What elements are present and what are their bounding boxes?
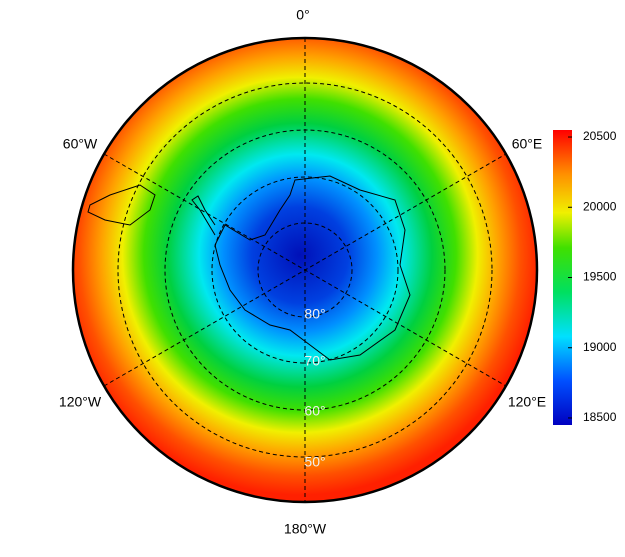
colorbar-tick-label: 19500 [583, 270, 617, 284]
lon-label: 0° [296, 7, 309, 23]
colorbar-tick-label: 20000 [583, 199, 617, 213]
lon-label: 60°E [512, 136, 543, 152]
lat-label: 60° [304, 403, 325, 419]
lat-label: 70° [304, 353, 325, 369]
lon-label: 180°W [284, 521, 327, 537]
lat-label: 50° [304, 454, 325, 470]
map-border [71, 36, 539, 504]
lon-label: 120°W [59, 394, 102, 410]
graticule [103, 38, 507, 502]
colorbar [553, 130, 572, 425]
coastlines [87, 175, 411, 361]
colorbar-tick-label: 20500 [583, 129, 617, 143]
lat-label: 80° [304, 306, 325, 322]
lon-label: 120°E [508, 394, 546, 410]
colorbar-tick-label: 19000 [583, 340, 617, 354]
lon-label: 60°W [63, 136, 98, 152]
colorbar-tick-label: 18500 [583, 410, 617, 424]
